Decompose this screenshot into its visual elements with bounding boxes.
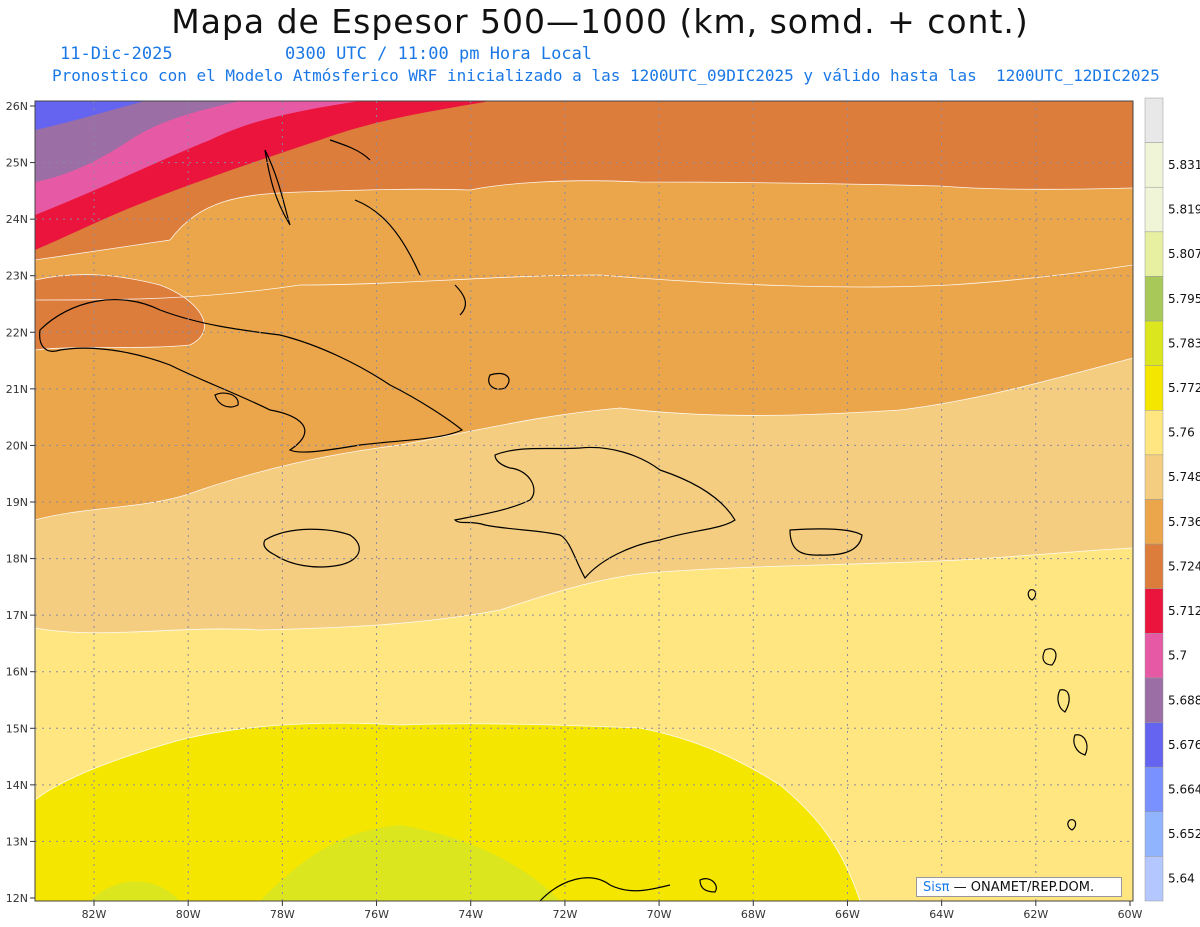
- colorbar-label: 5.795: [1168, 292, 1200, 306]
- colorbar-label: 5.724: [1168, 559, 1200, 573]
- coastlines: [39, 139, 1088, 901]
- colorbar-swatch: [1144, 588, 1164, 634]
- lon-label: 60W: [1118, 908, 1143, 921]
- lat-label: 23N: [6, 270, 28, 283]
- colorbar-label: 5.676: [1168, 738, 1200, 752]
- valid-time: 0300 UTC / 11:00 pm Hora Local: [285, 44, 593, 64]
- lat-label: 12N: [6, 892, 28, 905]
- colorbar-label: 5.712: [1168, 604, 1200, 618]
- colorbar-swatch: [1144, 365, 1164, 411]
- colorbar-swatch: [1144, 633, 1164, 679]
- colorbar-swatch: [1144, 142, 1164, 188]
- colorbar-swatch: [1144, 320, 1164, 366]
- colorbar-label: 5.688: [1168, 693, 1200, 707]
- lon-label: 62W: [1023, 908, 1048, 921]
- colorbar-label: 5.736: [1168, 515, 1200, 529]
- lat-label: 25N: [6, 157, 28, 170]
- lat-label: 21N: [6, 383, 28, 396]
- colorbar-swatch: [1144, 766, 1164, 813]
- colorbar-swatch: [1144, 276, 1164, 322]
- lat-lon-grid: [35, 101, 1133, 901]
- colorbar-swatch: [1144, 454, 1164, 500]
- lon-label: 80W: [176, 908, 201, 921]
- lon-label: 74W: [458, 908, 483, 921]
- credit-text: — ONAMET/REP.DOM.: [949, 880, 1095, 895]
- lat-label: 19N: [6, 496, 28, 509]
- colorbar-swatch: [1144, 543, 1164, 589]
- colorbar-label: 5.664: [1168, 782, 1200, 796]
- lat-label: 14N: [6, 779, 28, 792]
- colorbar-swatch: [1144, 722, 1164, 768]
- valid-date: 11-Dic-2025: [60, 44, 173, 64]
- colorbar-label: 5.783: [1168, 336, 1200, 350]
- lon-label: 76W: [364, 908, 389, 921]
- colorbar-swatch: [1144, 186, 1164, 233]
- colorbar: 5.831 5.819 5.807 5.795 5.783 5.772 5.76 5.748 5…: [1144, 97, 1200, 902]
- lat-label: 16N: [6, 666, 28, 679]
- shaded-thickness-field: [35, 101, 1133, 901]
- lon-label: 66W: [835, 908, 860, 921]
- map-title: Mapa de Espesor 500—1000 (km, somd. + co…: [171, 2, 1029, 41]
- lon-label: 70W: [647, 908, 672, 921]
- lon-label: 82W: [82, 908, 107, 921]
- lat-label: 13N: [6, 835, 28, 848]
- lat-label: 15N: [6, 722, 28, 735]
- colorbar-swatch: [1144, 410, 1164, 456]
- lon-label: 68W: [741, 908, 766, 921]
- colorbar-swatch: [1144, 811, 1164, 857]
- lon-label: 72W: [552, 908, 577, 921]
- lat-label: 26N: [6, 100, 28, 113]
- colorbar-label: 5.772: [1168, 381, 1200, 395]
- lat-label: 20N: [6, 439, 28, 452]
- lon-label: 78W: [270, 908, 295, 921]
- map-frame: [34, 100, 1134, 902]
- colorbar-label: 5.652: [1168, 827, 1200, 841]
- colorbar-label: 5.807: [1168, 247, 1200, 261]
- lon-label: 64W: [929, 908, 954, 921]
- credit-brand: Sisπ: [923, 880, 950, 895]
- colorbar-swatch: [1144, 499, 1164, 545]
- lat-label: 18N: [6, 553, 28, 566]
- colorbar-label: 5.76: [1168, 426, 1195, 440]
- lat-label: 17N: [6, 609, 28, 622]
- colorbar-label: 5.819: [1168, 203, 1200, 217]
- colorbar-label: 5.64: [1168, 872, 1195, 886]
- colorbar-swatch: [1144, 677, 1164, 723]
- colorbar-swatch: [1144, 97, 1164, 143]
- credit-box: Sisπ — ONAMET/REP.DOM.: [916, 877, 1122, 897]
- lat-label: 22N: [6, 326, 28, 339]
- lat-label: 24N: [6, 213, 28, 226]
- colorbar-label: 5.748: [1168, 470, 1200, 484]
- colorbar-swatch: [1144, 856, 1164, 902]
- forecast-info: Pronostico con el Modelo Atmósferico WRF…: [52, 66, 1160, 85]
- colorbar-swatch: [1144, 231, 1164, 277]
- colorbar-label: 5.7: [1168, 649, 1187, 663]
- colorbar-label: 5.831: [1168, 158, 1200, 172]
